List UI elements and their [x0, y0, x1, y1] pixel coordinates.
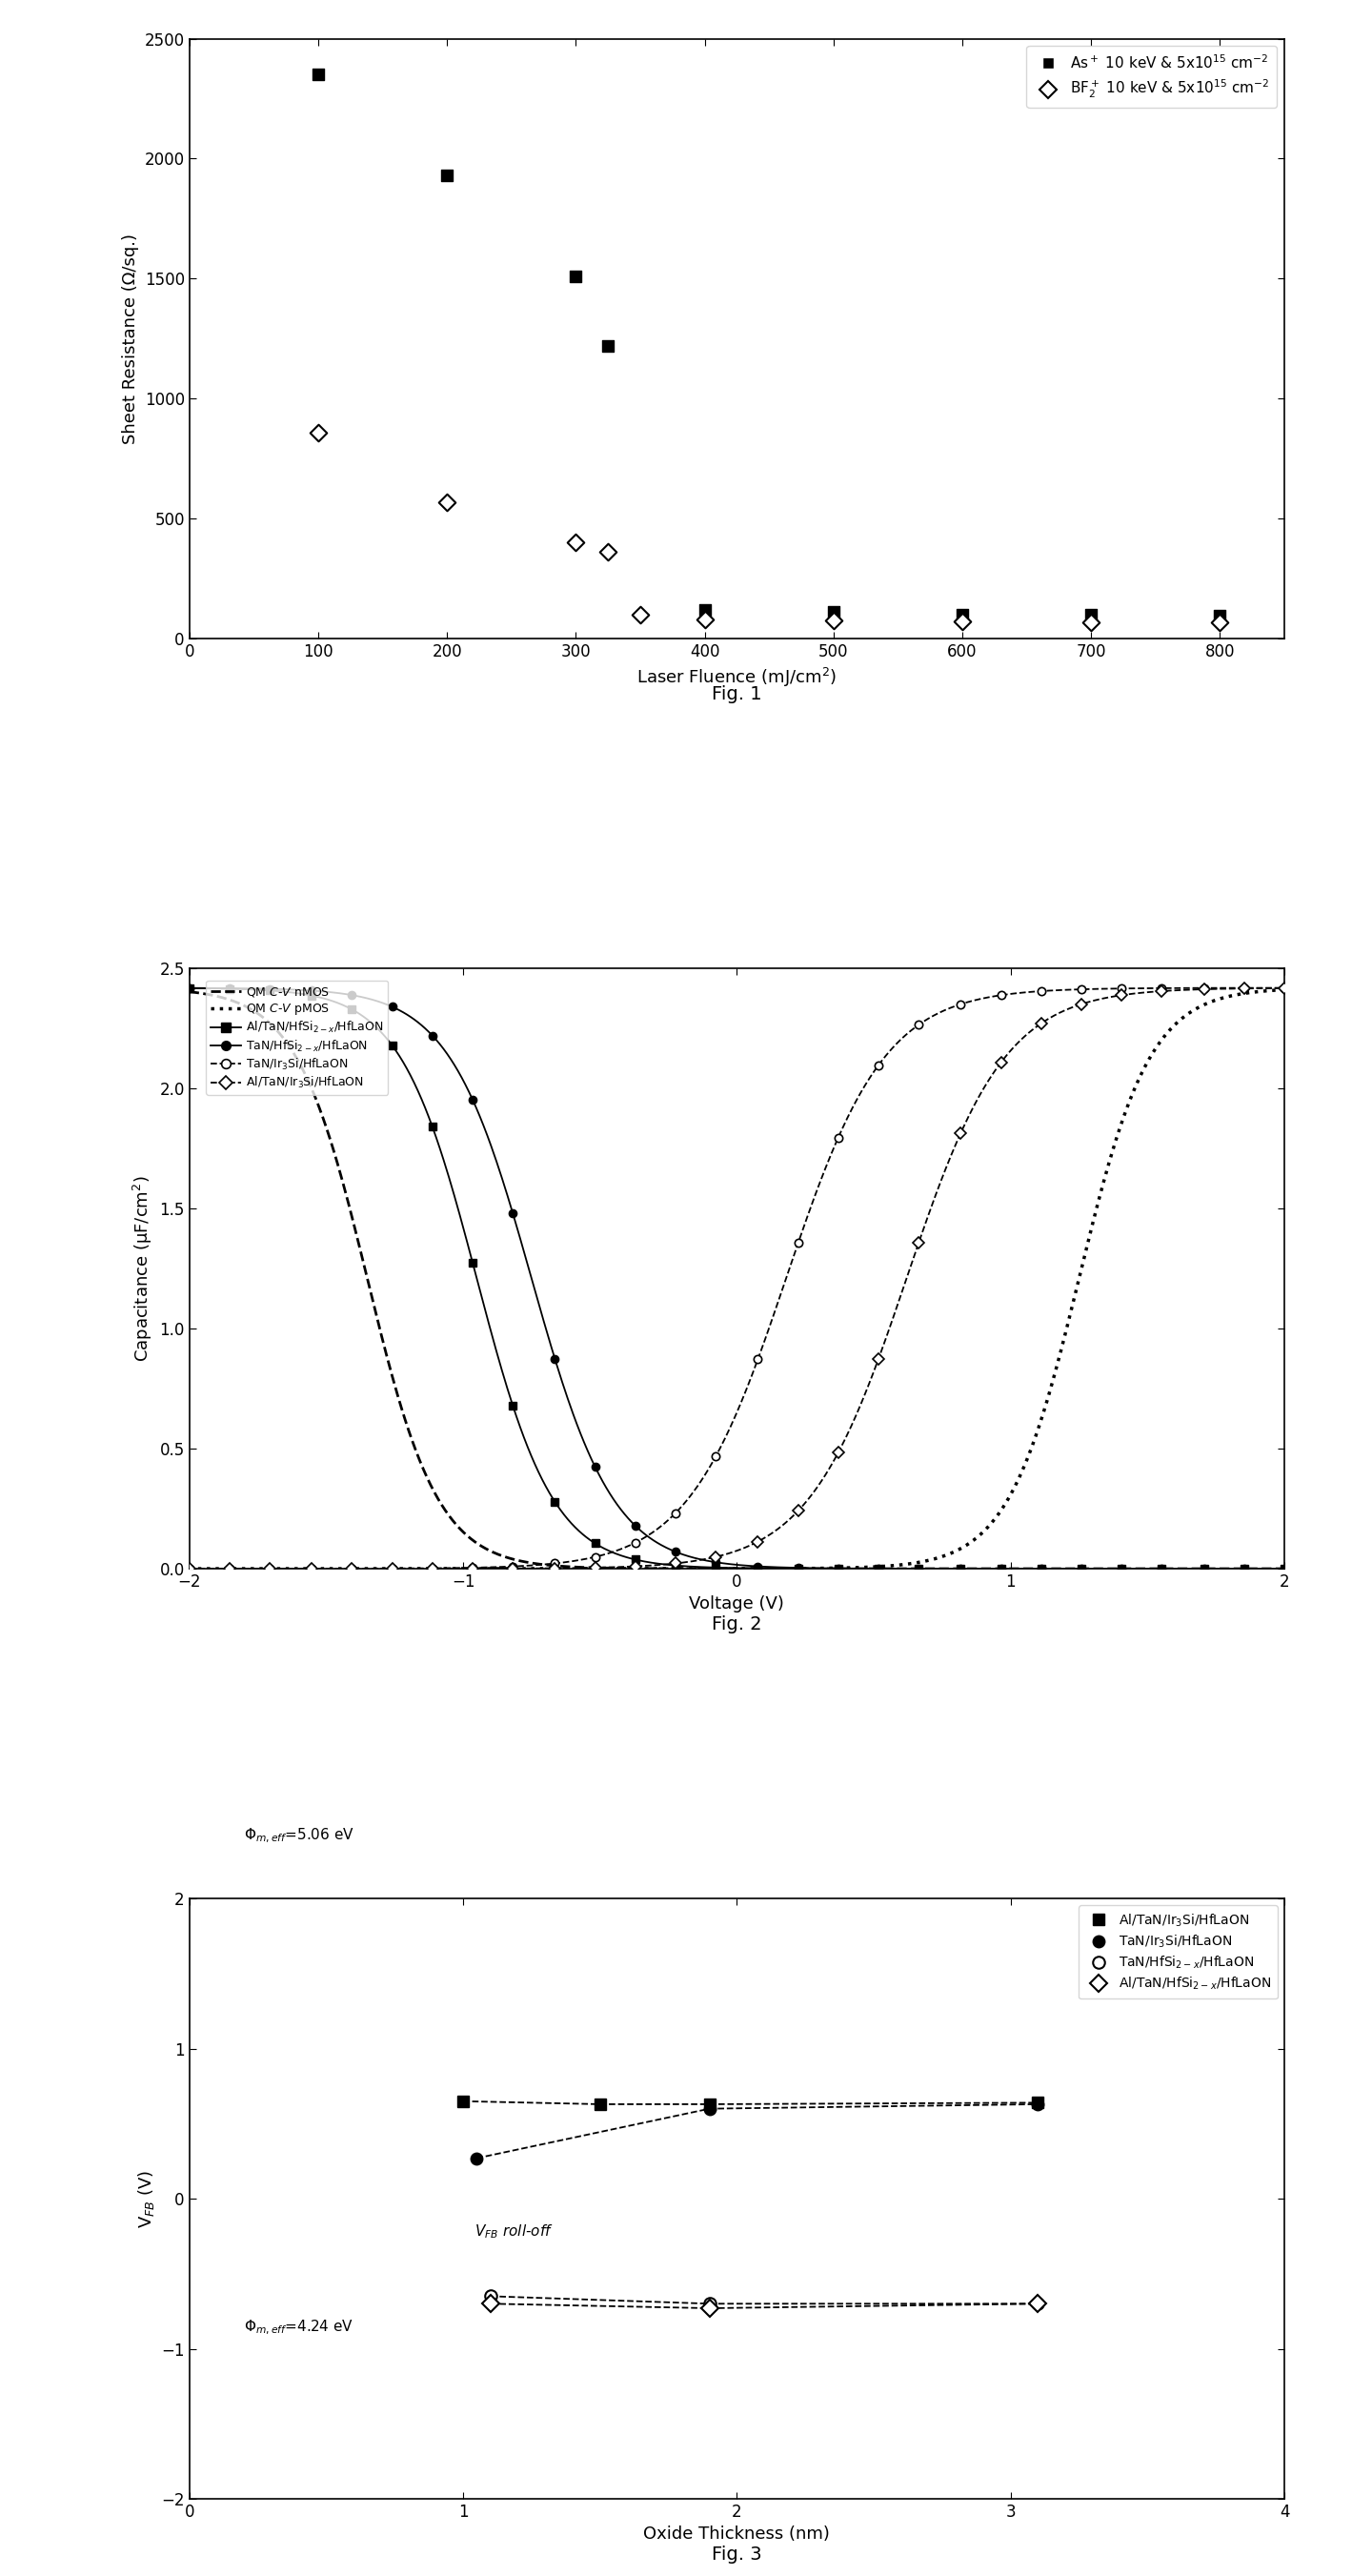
Text: Fig. 1: Fig. 1 [711, 685, 763, 703]
Y-axis label: Sheet Resistance (Ω/sq.): Sheet Resistance (Ω/sq.) [122, 234, 139, 443]
Legend: QM $C$-$V$ nMOS, QM $C$-$V$ pMOS, Al/TaN/HfSi$_{2-x}$/HfLaON, TaN/HfSi$_{2-x}$/H: QM $C$-$V$ nMOS, QM $C$-$V$ pMOS, Al/TaN… [207, 981, 388, 1095]
Point [694, 598, 715, 639]
Y-axis label: Capacitance (μF/cm$^2$): Capacitance (μF/cm$^2$) [131, 1175, 154, 1363]
Point [952, 600, 973, 641]
Point [598, 531, 619, 572]
Point [822, 600, 844, 641]
Point [437, 155, 458, 196]
Legend: As$^+$ 10 keV & 5x10$^{15}$ cm$^{-2}$, BF$_2^+$ 10 keV & 5x10$^{15}$ cm$^{-2}$: As$^+$ 10 keV & 5x10$^{15}$ cm$^{-2}$, B… [1026, 46, 1278, 108]
Text: Φ$_{m,eff}$=5.06 eV: Φ$_{m,eff}$=5.06 eV [245, 1826, 354, 1844]
X-axis label: Oxide Thickness (nm): Oxide Thickness (nm) [644, 2527, 830, 2543]
Point [1209, 595, 1230, 636]
Legend: Al/TaN/Ir$_3$Si/HfLaON, TaN/Ir$_3$Si/HfLaON, TaN/HfSi$_{2-x}$/HfLaON, Al/TaN/HfS: Al/TaN/Ir$_3$Si/HfLaON, TaN/Ir$_3$Si/HfL… [1079, 1906, 1278, 1999]
Point [565, 255, 587, 296]
Point [630, 595, 652, 636]
Y-axis label: V$_{FB}$ (V): V$_{FB}$ (V) [137, 2169, 155, 2228]
X-axis label: Laser Fluence (mJ/cm$^2$): Laser Fluence (mJ/cm$^2$) [637, 665, 837, 688]
Text: Fig. 2: Fig. 2 [711, 1615, 763, 1633]
Point [1209, 603, 1230, 644]
Point [952, 595, 973, 636]
Text: V$_{FB}$ roll-off: V$_{FB}$ roll-off [475, 2223, 553, 2241]
Text: Fig. 3: Fig. 3 [711, 2545, 763, 2563]
X-axis label: Voltage (V): Voltage (V) [690, 1595, 784, 1613]
Point [598, 325, 619, 366]
Point [565, 523, 587, 564]
Point [1080, 600, 1102, 641]
Point [1080, 595, 1102, 636]
Point [822, 592, 844, 634]
Text: Φ$_{m,eff}$=4.24 eV: Φ$_{m,eff}$=4.24 eV [245, 2318, 354, 2336]
Point [437, 482, 458, 523]
Point [694, 590, 715, 631]
Point [307, 412, 329, 453]
Point [307, 54, 329, 95]
